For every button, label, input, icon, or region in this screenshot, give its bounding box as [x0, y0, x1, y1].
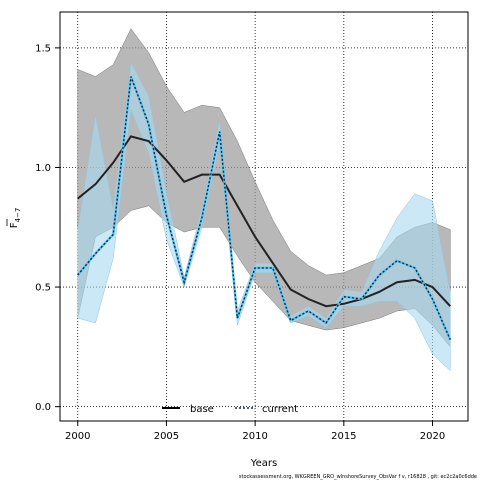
y-axis-label-sub: 4−7 [14, 208, 22, 223]
series-line-base [77, 135, 451, 308]
x-tick-label-2020: 2020 [420, 431, 445, 442]
y-tick-label-1.5: 1.5 [35, 43, 51, 54]
y-axis-label-main: F [9, 222, 20, 228]
footer-text: stockassessment.org, WKGREEN_GRO_wlnshor… [239, 474, 477, 480]
series-line-current-glow [76, 76, 452, 341]
x-tick-label-2005: 2005 [154, 431, 179, 442]
x-tick-label-2000: 2000 [65, 431, 90, 442]
x-tick-label-2010: 2010 [242, 431, 267, 442]
x-axis-label: Years [250, 458, 277, 469]
y-axis-label: F4−7 [6, 208, 22, 229]
y-tick-label-0.5: 0.5 [35, 283, 51, 294]
legend-current-label: current [262, 404, 298, 415]
y-axis: 0.0 0.5 1.0 1.5 [35, 43, 60, 413]
legend: base current [162, 404, 298, 415]
band-current [77, 61, 451, 372]
y-tick-label-1: 1.0 [35, 163, 51, 174]
plot-frame [59, 11, 469, 422]
x-axis: 2000 2005 2010 2015 2020 [65, 421, 445, 442]
x-tick-label-2015: 2015 [331, 431, 356, 442]
series-lines [76, 76, 452, 341]
confidence-bands [77, 28, 451, 372]
svg-text:F4−7: F4−7 [9, 208, 22, 229]
y-tick-label-0: 0.0 [35, 402, 51, 413]
legend-base-label: base [190, 404, 214, 415]
